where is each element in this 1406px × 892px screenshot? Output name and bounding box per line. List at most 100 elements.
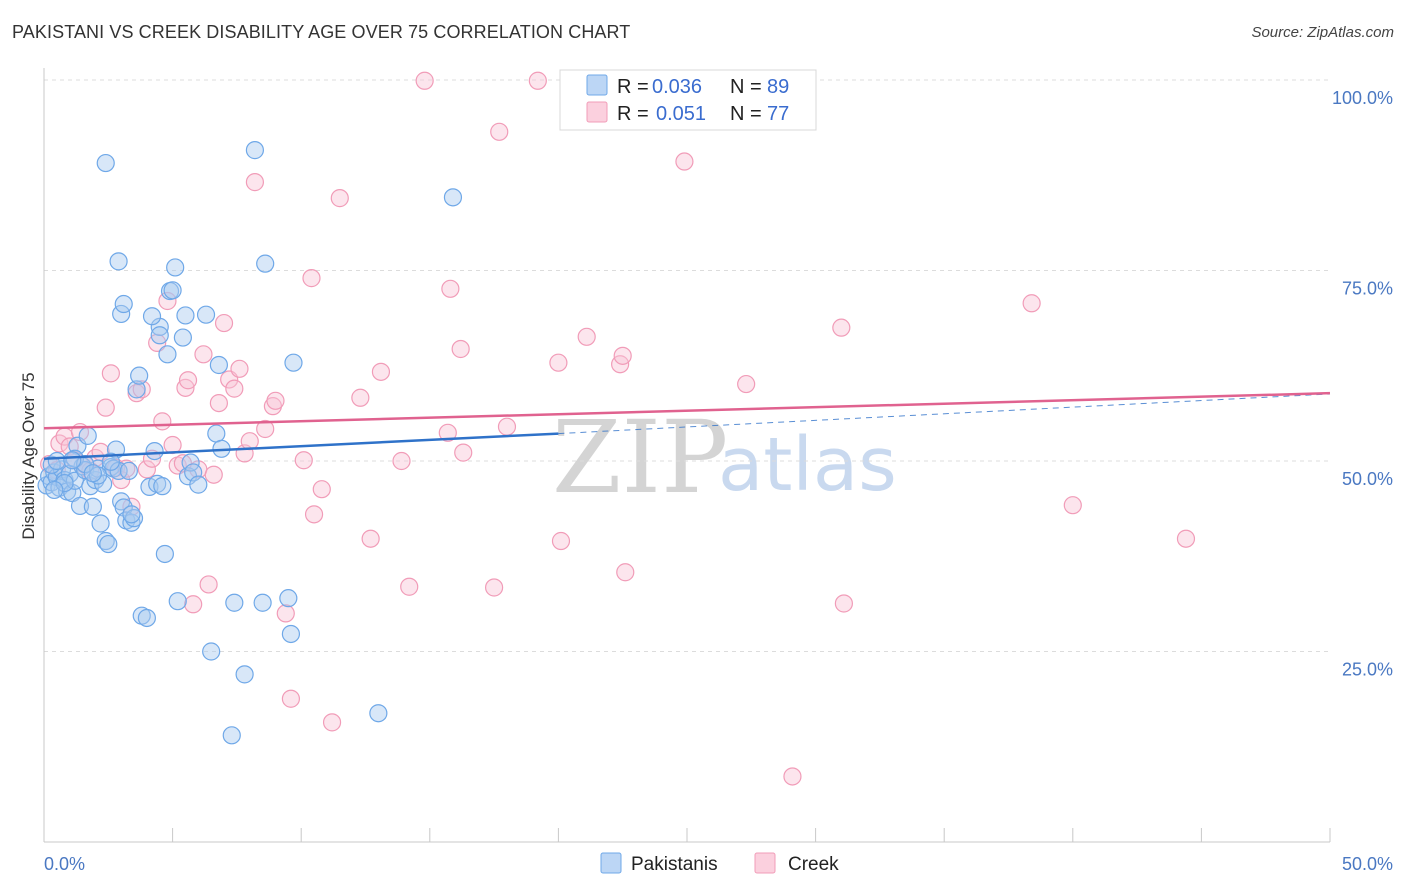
creek-point-12	[101, 364, 120, 383]
pakistanis-trend-line	[43, 432, 559, 460]
creek-point-16	[122, 497, 141, 516]
pakistanis-point-63	[235, 665, 254, 684]
creek-point-53	[351, 388, 370, 407]
watermark: ZIP atlas	[552, 399, 897, 516]
creek-point-69	[577, 327, 596, 346]
creek-point-18	[132, 380, 151, 399]
creek-point-74	[737, 374, 756, 394]
creek-point-51	[322, 713, 342, 732]
creek-point-57	[400, 577, 419, 596]
series-legend: Pakistanis Creek	[600, 852, 839, 875]
pakistanis-point-47	[163, 281, 182, 300]
creek-point-35	[214, 313, 234, 333]
pakistanis-point-48	[166, 258, 185, 277]
pakistanis-point-40	[145, 441, 164, 461]
pakistanis-point-13	[70, 496, 90, 516]
legend-swatch-creek-bottom	[754, 852, 776, 874]
pakistanis-point-44	[155, 544, 174, 564]
legend-r-value-pakistanis: 0.036	[652, 76, 702, 98]
creek-point-50	[312, 480, 331, 499]
creek-point-49	[304, 505, 324, 524]
creek-point-68	[551, 531, 571, 551]
pakistanis-point-56	[196, 305, 216, 324]
creek-point-42	[256, 419, 275, 439]
pakistanis-point-75	[114, 294, 133, 314]
chart-title: PAKISTANI VS CREEK DISABILITY AGE OVER 7…	[12, 22, 631, 42]
creek-point-66	[528, 71, 547, 90]
pakistanis-point-51	[176, 306, 195, 325]
watermark-zip: ZIP	[552, 399, 728, 516]
creek-point-45	[276, 604, 295, 623]
pakistanis-point-59	[209, 355, 228, 375]
y-tick-label-1: 50.0%	[1342, 469, 1393, 489]
trend-lines	[43, 391, 1331, 460]
creek-point-52	[330, 189, 349, 208]
creek-point-72	[616, 563, 635, 582]
creek-point-48	[302, 269, 321, 288]
pakistanis-point-69	[284, 353, 303, 372]
legend-n-label-1: N =	[730, 76, 762, 98]
creek-point-44	[266, 391, 285, 410]
pakistanis-trend-dashed	[558, 393, 1331, 435]
legend-r-label-2: R =	[617, 103, 649, 125]
creek-point-62	[454, 443, 473, 462]
pakistanis-point-87	[83, 464, 102, 483]
pakistanis-point-77	[142, 307, 162, 326]
y-tick-label-0: 25.0%	[1342, 660, 1393, 680]
legend-n-label-2: N =	[730, 103, 762, 125]
creek-point-79	[1063, 496, 1082, 515]
creek-point-61	[451, 339, 470, 359]
pakistanis-point-84	[101, 452, 120, 471]
creek-point-29	[184, 595, 203, 614]
watermark-atlas: atlas	[718, 422, 897, 508]
creek-point-73	[675, 152, 694, 171]
creek-point-37	[225, 379, 244, 398]
creek-point-65	[497, 417, 517, 436]
creek-point-77	[834, 594, 853, 613]
pakistanis-point-86	[63, 451, 82, 470]
creek-point-32	[199, 575, 218, 594]
pakistanis-point-76	[122, 505, 141, 524]
creek-point-46	[281, 689, 301, 708]
legend-n-value-creek: 77	[767, 103, 789, 125]
creek-point-11	[96, 398, 115, 417]
pakistanis-point-24	[99, 534, 118, 554]
pakistanis-point-78	[150, 326, 169, 345]
creek-point-55	[371, 362, 391, 381]
y-axis-label: Disability Age Over 75	[19, 372, 38, 539]
pakistanis-point-58	[207, 424, 226, 443]
y-tick-label-3: 100.0%	[1332, 88, 1393, 108]
creek-point-60	[441, 279, 460, 298]
creek-point-47	[294, 451, 313, 470]
legend-n-value-pakistanis: 89	[767, 76, 789, 98]
legend-label-pakistanis: Pakistanis	[631, 854, 718, 875]
legend-r-label-1: R =	[617, 76, 649, 98]
creek-point-64	[490, 122, 509, 141]
creek-point-56	[392, 451, 411, 471]
creek-point-59	[438, 423, 457, 442]
pakistanis-point-65	[253, 593, 272, 612]
pakistanis-point-36	[130, 366, 149, 385]
y-tick-labels: 25.0% 50.0% 75.0% 100.0%	[1332, 88, 1393, 680]
pakistanis-point-73	[109, 252, 128, 271]
x-tick-label-1: 50.0%	[1342, 854, 1393, 874]
creek-point-33	[204, 465, 223, 484]
pakistanis-point-55	[189, 475, 208, 494]
y-tick-label-2: 75.0%	[1342, 279, 1393, 299]
creek-point-31	[194, 345, 213, 364]
legend-swatch-pakistanis	[586, 74, 608, 96]
source-credit: Source: ZipAtlas.com	[1251, 24, 1394, 41]
creek-trend-line	[43, 391, 1331, 430]
creek-points	[40, 71, 1196, 786]
creek-point-71	[613, 346, 632, 365]
pakistanis-point-50	[173, 328, 192, 347]
creek-point-19	[137, 460, 156, 479]
legend-swatch-creek	[586, 101, 608, 123]
pakistanis-point-35	[127, 380, 146, 399]
creek-point-28	[178, 371, 198, 390]
pakistanis-point-67	[279, 589, 298, 608]
pakistanis-point-57	[202, 642, 221, 661]
pakistanis-point-21	[91, 514, 110, 533]
pakistanis-point-85	[55, 473, 74, 493]
